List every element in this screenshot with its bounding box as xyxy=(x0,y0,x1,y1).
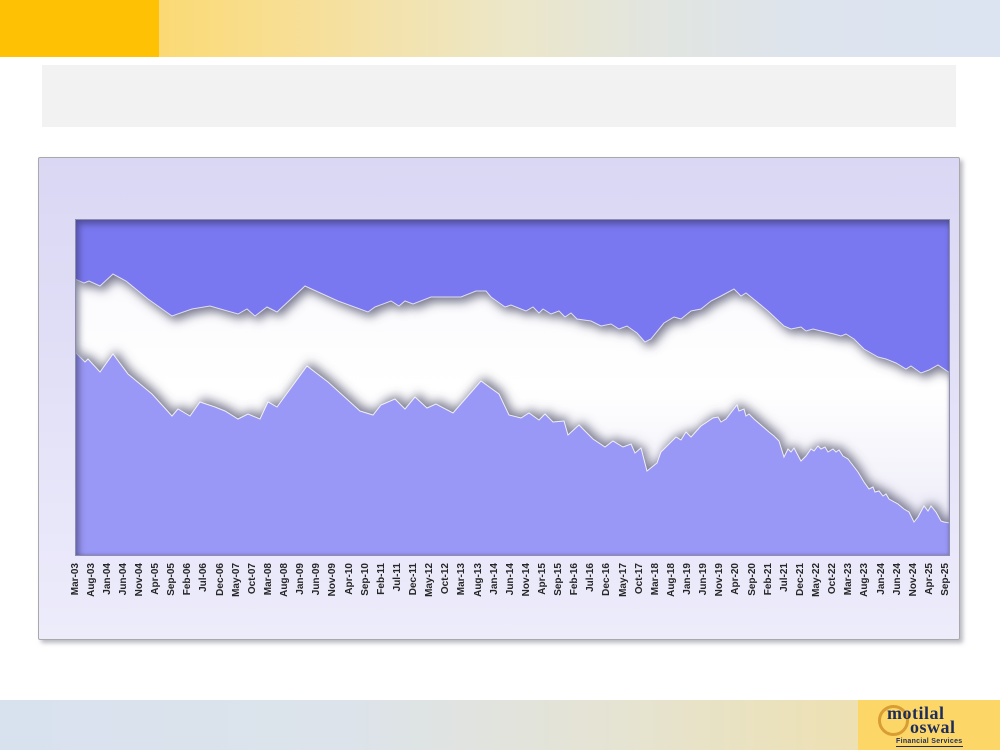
x-axis-label: Mar-13 xyxy=(456,563,468,596)
x-axis-label: Mar-03 xyxy=(69,563,81,596)
header-gradient-band xyxy=(159,0,1000,57)
upper-band-area xyxy=(75,219,950,373)
x-axis-label: Jan-24 xyxy=(875,563,887,595)
x-axis-label: May-12 xyxy=(424,563,436,597)
x-axis-label: Sep-05 xyxy=(166,563,178,596)
x-axis-label: Jan-14 xyxy=(488,563,500,595)
x-axis-label: Oct-22 xyxy=(827,563,839,595)
band-chart-svg xyxy=(75,219,950,556)
x-axis-label: Mar-18 xyxy=(649,563,661,596)
x-axis-label: Sep-20 xyxy=(746,563,758,596)
x-axis-label: Sep-25 xyxy=(939,563,951,596)
x-axis-label: Feb-06 xyxy=(182,563,194,596)
x-axis-label: Oct-07 xyxy=(246,563,258,595)
chart-frame: Mar-03 Aug-03 Jan-04 Jun-04 Nov-04 Apr-05 Sep-… xyxy=(38,157,960,640)
x-axis-label: Jan-19 xyxy=(682,563,694,595)
x-axis-label: Sep-10 xyxy=(359,563,371,596)
x-axis-label: Aug-23 xyxy=(859,563,871,597)
x-axis-label: Dec-16 xyxy=(601,563,613,596)
x-axis-label: Mar-08 xyxy=(262,563,274,596)
x-axis-label: Apr-05 xyxy=(150,563,162,595)
header-gold-block xyxy=(0,0,159,57)
logo-block: motilal oswal Financial Services xyxy=(858,700,1000,750)
x-axis-label: Jul-16 xyxy=(585,563,597,592)
x-axis-label: Nov-19 xyxy=(714,563,726,597)
x-axis-label: Jun-14 xyxy=(504,563,516,596)
x-axis-label: Jul-21 xyxy=(778,563,790,592)
x-axis-label: Feb-11 xyxy=(375,563,387,595)
x-axis-label: Feb-16 xyxy=(569,563,581,596)
x-axis-label: May-22 xyxy=(811,563,823,597)
x-axis-label: May-07 xyxy=(230,563,242,597)
x-axis-label: Feb-21 xyxy=(762,563,774,596)
x-axis-label: Aug-08 xyxy=(279,563,291,597)
x-axis-label: May-17 xyxy=(617,563,629,597)
logo-text-oswal: oswal xyxy=(910,717,956,737)
x-axis-label: Jan-09 xyxy=(295,563,307,595)
x-axis-label: Mar-23 xyxy=(843,563,855,596)
x-axis-label: Apr-25 xyxy=(923,563,935,595)
lower-band-area xyxy=(75,352,950,556)
x-axis-label: Nov-24 xyxy=(907,563,919,597)
title-placeholder xyxy=(42,65,956,127)
logo-ring-icon xyxy=(878,705,909,736)
x-axis-label: Aug-03 xyxy=(85,563,97,597)
x-axis-label: Nov-14 xyxy=(520,563,532,597)
x-axis-label: Aug-18 xyxy=(665,563,677,597)
x-axis-label: Nov-09 xyxy=(327,563,339,597)
x-axis-label: Jan-04 xyxy=(101,563,113,595)
x-axis-label: Aug-13 xyxy=(472,563,484,597)
x-axis-label: Oct-12 xyxy=(440,563,452,595)
x-axis-label: Apr-10 xyxy=(343,563,355,595)
x-axis-label: Jul-11 xyxy=(391,563,403,592)
x-axis-label: Dec-21 xyxy=(794,563,806,596)
x-axis-label: Apr-20 xyxy=(730,563,742,595)
footer-gradient-band xyxy=(0,700,1000,750)
x-axis-label: Dec-06 xyxy=(214,563,226,596)
upper-band-edge-highlight xyxy=(75,273,950,374)
x-axis-label: Oct-17 xyxy=(633,563,645,595)
logo-tagline: Financial Services xyxy=(896,738,963,747)
x-axis-label: Sep-15 xyxy=(553,563,565,596)
lower-band-edge-highlight xyxy=(75,351,950,524)
x-axis-label: Jun-04 xyxy=(117,563,129,596)
x-axis-label: Jun-19 xyxy=(698,563,710,596)
x-axis-label: Jul-06 xyxy=(198,563,210,592)
x-axis-label: Jun-09 xyxy=(311,563,323,596)
x-axis-label: Apr-15 xyxy=(536,563,548,595)
x-axis-label: Dec-11 xyxy=(408,563,420,596)
logo-text-motilal: motilal xyxy=(887,703,945,723)
chart-plot-area xyxy=(75,219,950,556)
x-axis-label: Nov-04 xyxy=(133,563,145,597)
x-axis-label: Jun-24 xyxy=(891,563,903,596)
